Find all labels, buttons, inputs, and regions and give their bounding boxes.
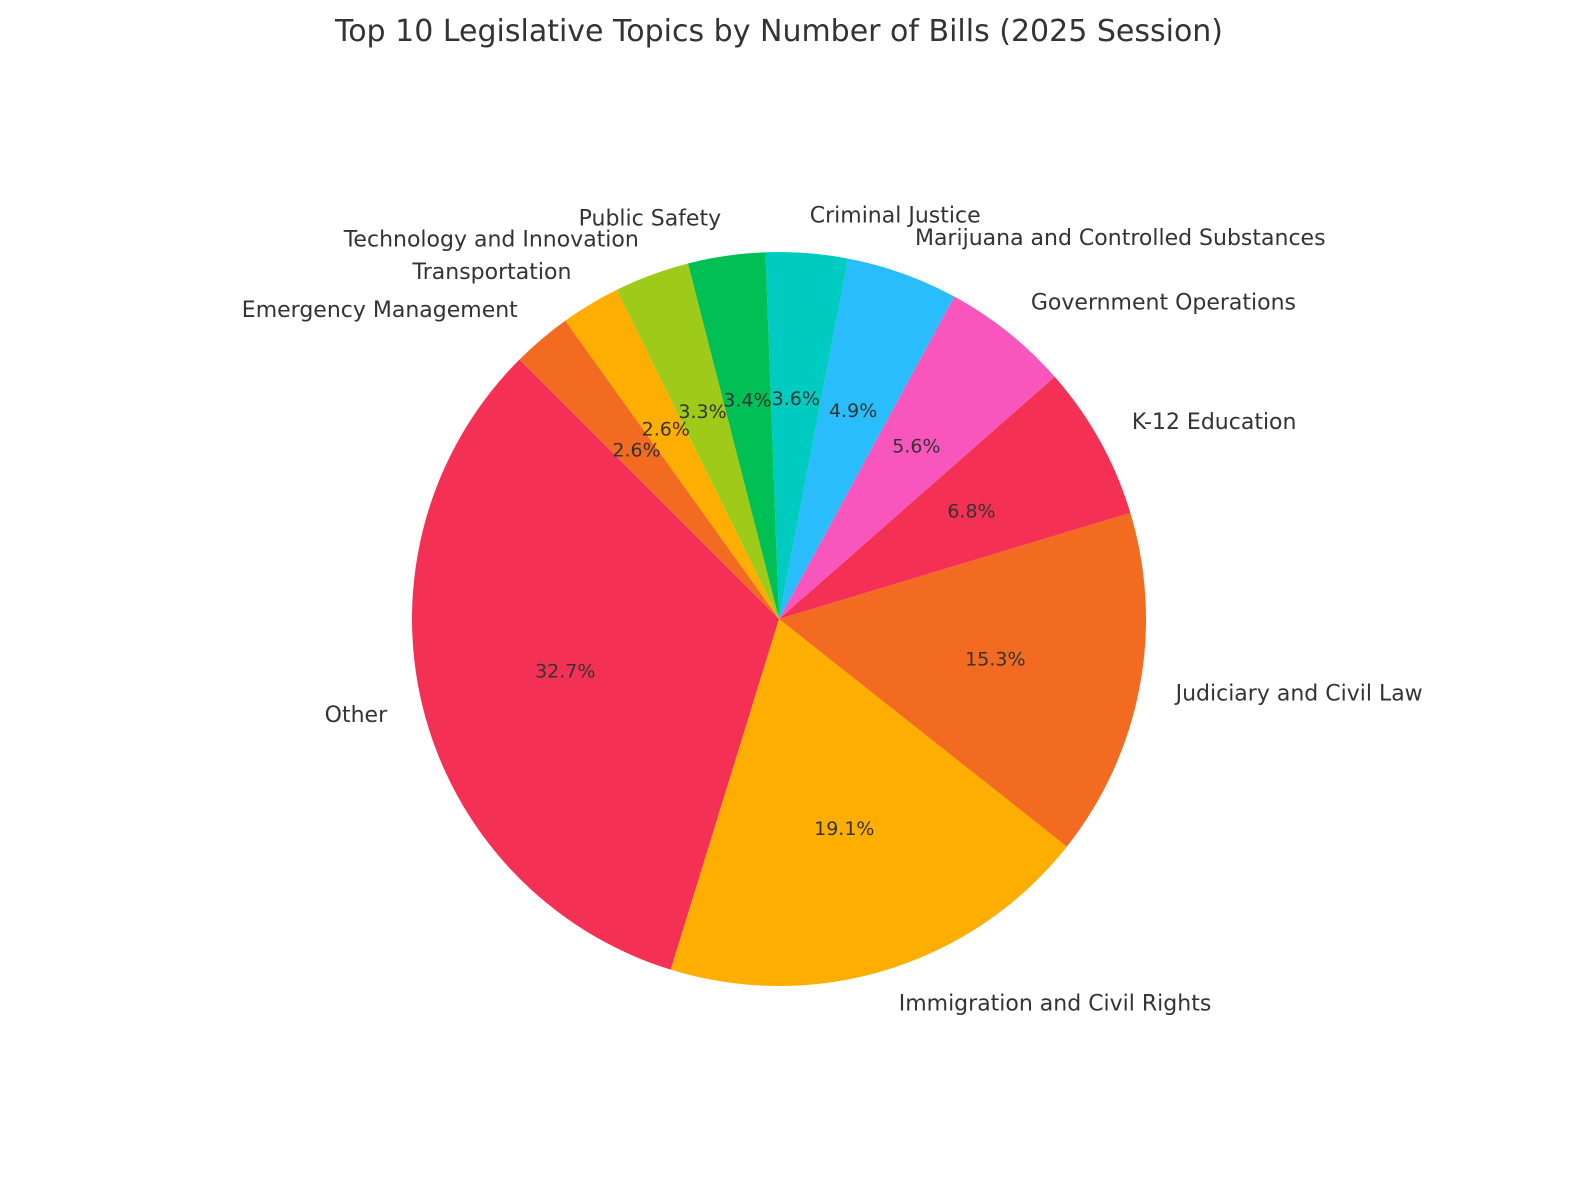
pie-slice [670,619,1067,986]
percent-label: 15.3% [965,649,1025,671]
percent-label: 19.1% [814,818,874,840]
slice-label: Public Safety [579,206,721,231]
percent-label: 32.7% [535,660,595,682]
slice-label: Other [325,703,388,728]
percent-label: 6.8% [947,501,995,523]
slice-label: Transportation [412,260,572,285]
pie-slice [687,252,779,619]
percent-label: 3.4% [723,390,771,412]
percent-label: 4.9% [829,400,877,422]
pie-slice [519,320,779,619]
pie-slice [616,263,779,619]
slice-label: Immigration and Civil Rights [899,992,1212,1017]
percent-labels: 32.7%19.1%15.3%6.8%5.6%4.9%3.6%3.4%3.3%2… [535,388,1025,840]
pie-slice [765,251,849,619]
slice-label: Criminal Justice [810,203,981,228]
pie-slices [412,251,1146,986]
percent-label: 2.6% [642,419,690,441]
slice-label: Marijuana and Controlled Substances [915,226,1326,251]
slice-labels: Other Immigration and Civil Rights Judicia… [242,203,1423,1016]
percent-label: 3.6% [772,388,820,410]
slice-label: Government Operations [1031,291,1296,316]
percent-label: 3.3% [678,401,726,423]
pie-slice [412,359,779,970]
slice-label: K-12 Education [1132,410,1297,435]
pie-slice [779,512,1146,847]
pie-slice [779,258,955,619]
pie-slice [779,376,1131,619]
slice-label: Emergency Management [242,298,518,323]
slice-label: Technology and Innovation [343,227,639,252]
percent-label: 5.6% [892,435,940,457]
pie-slice [779,296,1055,619]
pie-slice [565,289,779,619]
chart-title: Top 10 Legislative Topics by Number of B… [334,14,1223,49]
percent-label: 2.6% [612,440,660,462]
slice-label: Judiciary and Civil Law [1174,681,1423,706]
